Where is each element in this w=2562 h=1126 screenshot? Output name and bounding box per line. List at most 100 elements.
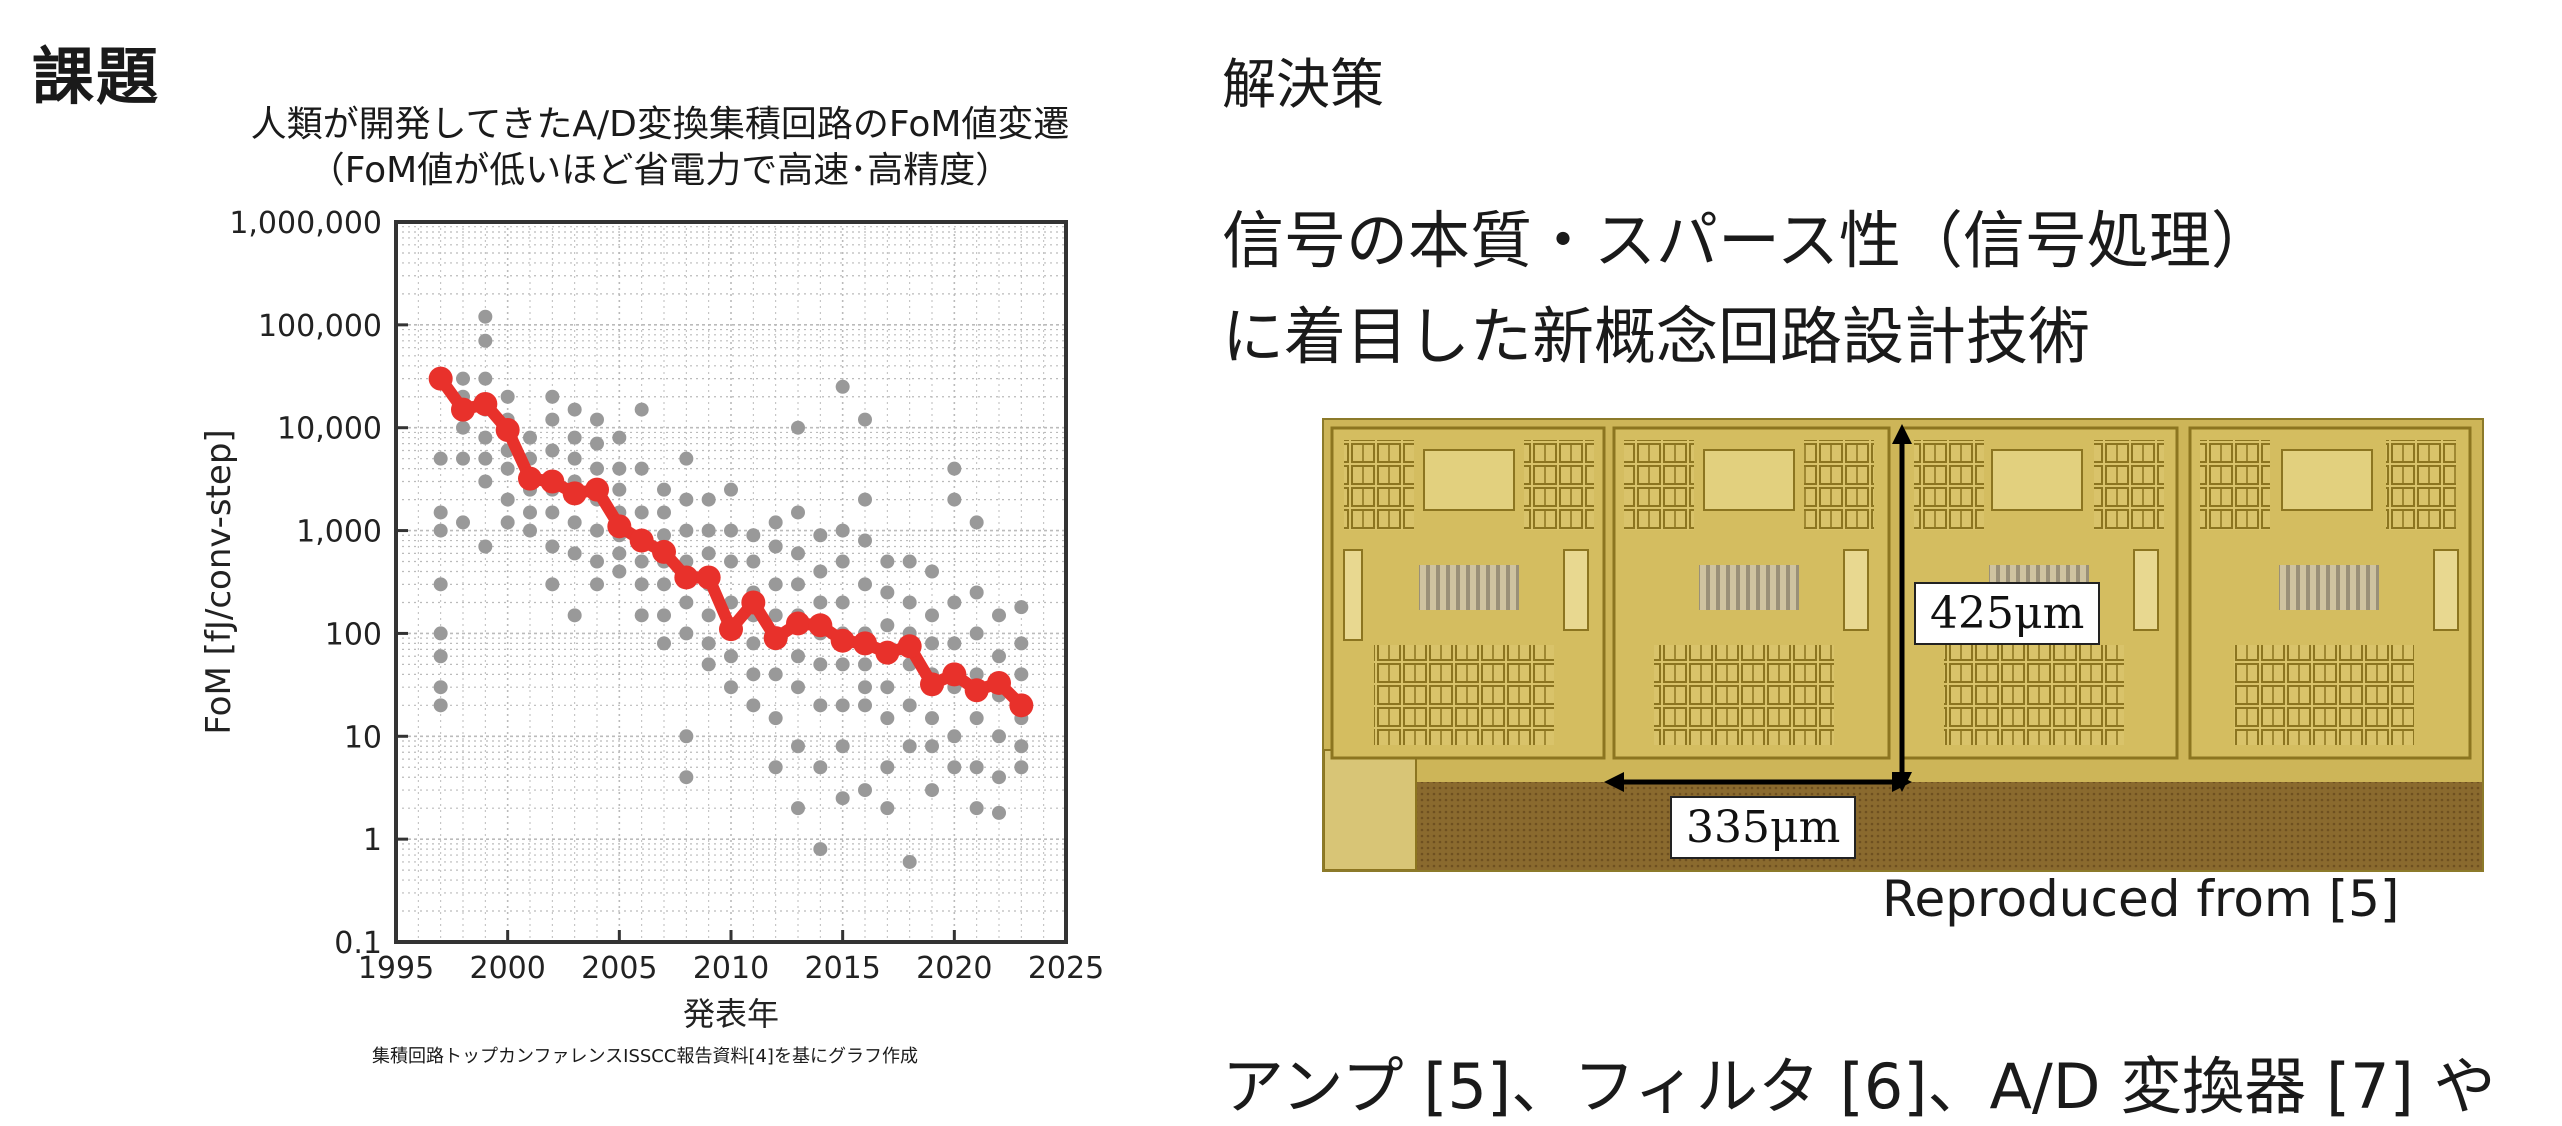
scatter-point — [858, 577, 872, 592]
scatter-point — [612, 430, 627, 445]
scatter-point — [657, 482, 671, 497]
scatter-point — [634, 554, 649, 569]
scatter-point — [679, 595, 694, 610]
trend-point — [1009, 693, 1034, 718]
scatter-point — [590, 577, 604, 592]
scatter-point — [925, 608, 939, 623]
scatter-point — [992, 805, 1006, 820]
scatter-point — [925, 564, 939, 579]
scatter-point — [634, 461, 649, 476]
trend-point — [652, 539, 676, 564]
scatter-point — [433, 649, 448, 664]
scatter-point — [1014, 760, 1029, 775]
scatter-point — [433, 505, 448, 520]
scatter-point — [612, 564, 627, 579]
scatter-point — [478, 451, 493, 466]
trend-point — [808, 613, 833, 638]
trend-point — [897, 634, 922, 659]
x-tick-labels: 1995 2000 2005 2010 2015 2020 2025 — [358, 930, 1104, 986]
scatter-point — [1014, 739, 1029, 754]
scatter-point — [746, 698, 761, 713]
scatter-point — [701, 492, 716, 507]
y-tick-label: 10,000 — [277, 412, 382, 447]
trend-point — [428, 366, 453, 391]
scatter-point — [791, 680, 805, 695]
trend-point — [473, 392, 498, 417]
trend-point — [920, 672, 944, 697]
scatter-point — [791, 420, 805, 435]
y-tick-label: 1,000 — [296, 515, 382, 550]
scatter-point — [590, 436, 604, 451]
scatter-point — [791, 505, 805, 520]
trend-point — [853, 631, 877, 656]
x-tick-label: 2005 — [581, 951, 657, 986]
scatter-point — [925, 739, 939, 754]
trend-point — [451, 397, 475, 422]
trend-series — [428, 366, 1034, 718]
scatter-point — [791, 739, 805, 754]
scatter-point — [1014, 667, 1029, 682]
x-tick-label: 2000 — [469, 951, 545, 986]
scatter-point — [634, 608, 649, 623]
scatter-point — [858, 783, 872, 798]
trend-point — [964, 678, 989, 703]
bottom-text: アンプ [5]、フィルタ [6]、A/D 変換器 [7] や — [1222, 1050, 2496, 1123]
scatter-point — [456, 451, 470, 466]
scatter-point — [724, 649, 738, 664]
scatter-point — [523, 523, 537, 538]
image-caption: Reproduced from [5] — [1882, 870, 2400, 928]
scatter-point — [567, 430, 582, 445]
scatter-point — [679, 626, 694, 641]
scatter-point — [925, 711, 939, 726]
scatter-point — [433, 523, 448, 538]
scatter-point — [701, 523, 716, 538]
scatter-point — [791, 649, 805, 664]
x-tick-label: 2025 — [1028, 951, 1104, 986]
scatter-point — [500, 515, 515, 530]
scatter-point — [456, 420, 470, 435]
scatter-point — [880, 760, 895, 775]
scatter-point — [567, 402, 582, 417]
y-tick-label: 1,000,000 — [229, 206, 382, 241]
scatter-point — [791, 577, 805, 592]
x-tick-label: 1995 — [358, 951, 434, 986]
trend-point — [674, 565, 699, 590]
scatter-point — [634, 402, 649, 417]
x-tick-label: 2010 — [693, 951, 769, 986]
scatter-point — [590, 554, 604, 569]
scatter-point — [478, 309, 493, 324]
trend-point — [763, 626, 788, 651]
scatter-point — [969, 667, 984, 682]
scatter-point — [902, 595, 917, 610]
scatter-point — [947, 729, 962, 744]
trend-point — [518, 466, 542, 491]
scatter-point — [813, 842, 828, 857]
scatter-point — [657, 505, 671, 520]
scatter-point — [612, 482, 627, 497]
scatter-point — [478, 430, 493, 445]
trend-point — [786, 611, 810, 636]
scatter-point — [701, 657, 716, 672]
scatter-point — [768, 577, 783, 592]
y-tick-label: 100 — [325, 617, 382, 652]
scatter-point — [880, 618, 895, 633]
solution-line-1: 信号の本質・スパース性（信号処理） — [1222, 204, 2273, 277]
y-tick-label: 0.1 — [334, 926, 382, 961]
scatter-point — [746, 636, 761, 651]
scatter-point — [969, 515, 984, 530]
scatter-point — [992, 649, 1006, 664]
scatter-point — [768, 539, 783, 554]
scatter-point — [657, 528, 671, 543]
scatter-point — [813, 698, 828, 713]
scatter-point — [500, 492, 515, 507]
scatter-point — [992, 729, 1006, 744]
scatter-point — [657, 577, 671, 592]
scatter-point — [813, 595, 828, 610]
solution-line-2: に着目した新概念回路設計技術 — [1222, 300, 2091, 373]
scatter-point — [612, 546, 627, 561]
width-dimension-label: 335μm — [1670, 796, 1857, 859]
scatter-point — [746, 667, 761, 682]
scatter-point — [545, 539, 560, 554]
scatter-point — [880, 554, 895, 569]
trend-point — [741, 590, 766, 615]
